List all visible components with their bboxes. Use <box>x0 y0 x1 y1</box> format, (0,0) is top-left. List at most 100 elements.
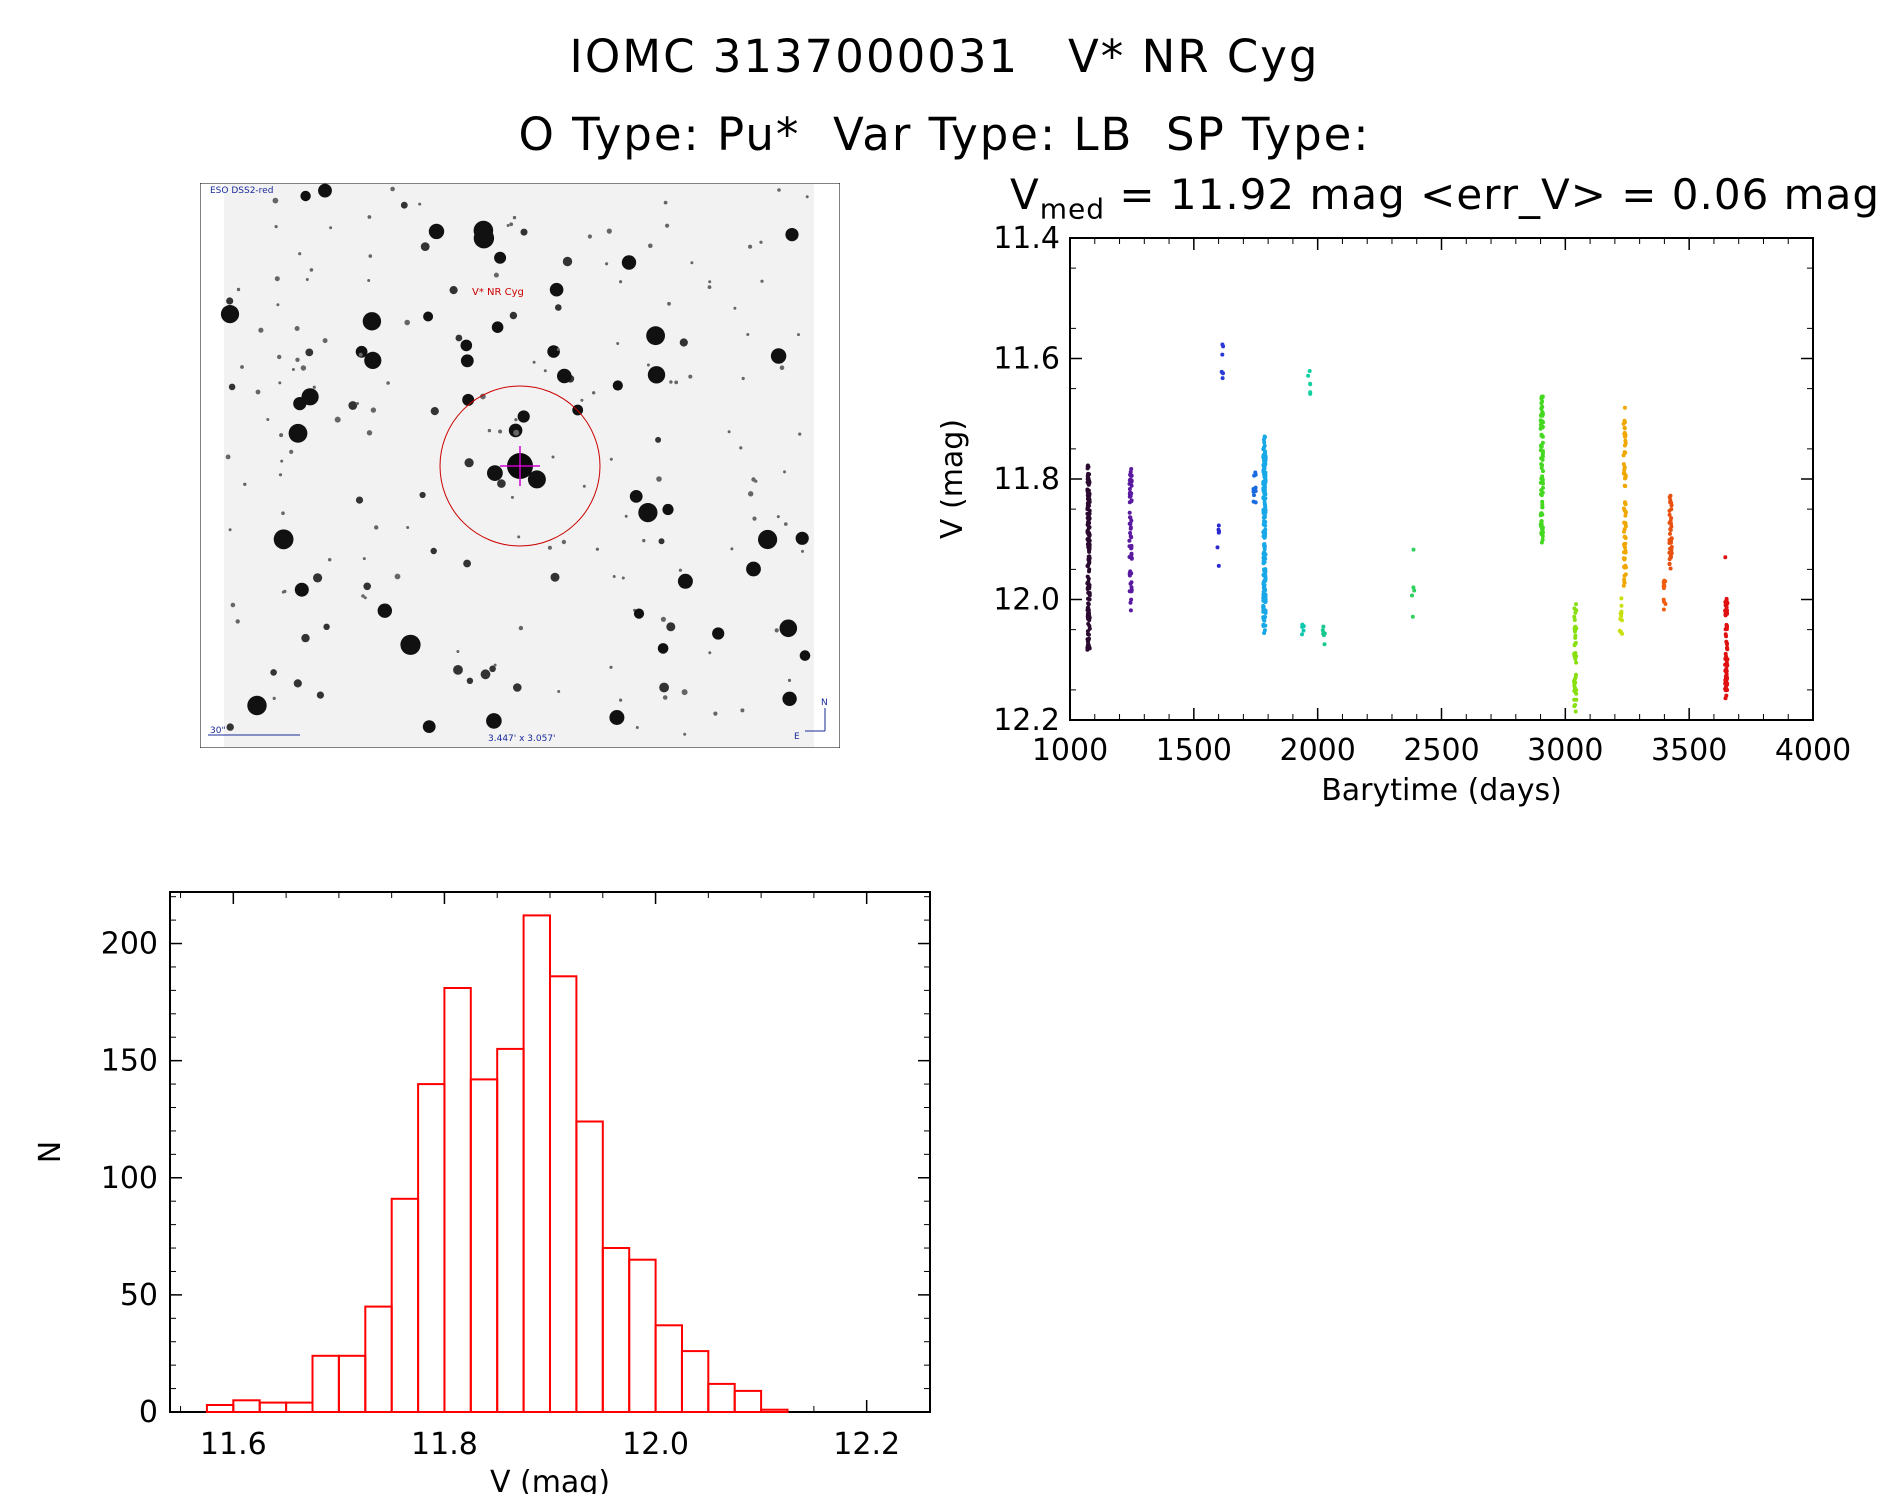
star <box>662 503 674 516</box>
star <box>784 522 788 526</box>
histogram-panel: 11.6 11.8 12.0 12.2 0 50 100 150 200 V (mag) N <box>30 870 950 1498</box>
light-curve-point <box>1128 525 1133 530</box>
light-curve-point <box>1573 709 1578 714</box>
star <box>293 679 302 688</box>
star <box>460 354 474 368</box>
star <box>642 538 646 543</box>
light-curve-point <box>1539 519 1544 524</box>
star <box>659 682 669 693</box>
light-curve-point <box>1667 512 1672 517</box>
light-curve-point <box>1128 608 1133 613</box>
light-curve-point <box>1220 376 1225 381</box>
light-curve-point <box>1539 466 1544 470</box>
light-curve-point <box>1085 632 1090 637</box>
star <box>266 418 270 421</box>
light-curve-point <box>1724 598 1729 603</box>
star <box>669 380 673 384</box>
light-curve-point <box>1725 675 1730 680</box>
light-curve-point <box>1667 508 1672 513</box>
light-curve-point <box>1412 588 1417 593</box>
stats-v: V <box>1010 170 1040 219</box>
star <box>489 665 496 673</box>
light-curve-point <box>1085 574 1090 579</box>
star <box>358 352 363 357</box>
star <box>506 224 510 227</box>
x-tick-label: 4000 <box>1775 733 1851 768</box>
star <box>240 365 244 369</box>
star <box>621 255 637 270</box>
light-curve-point <box>1261 486 1266 491</box>
light-curve-point <box>1621 506 1626 511</box>
star <box>799 650 811 661</box>
light-curve-point <box>1540 434 1545 439</box>
sky-image: ESO DSS2-red V* NR Cyg 30" 3.447' x 3.05… <box>199 182 841 749</box>
scale-label: 30" <box>210 726 226 736</box>
star <box>312 385 316 389</box>
star <box>334 416 341 423</box>
light-curve-point <box>1621 556 1626 561</box>
star <box>449 286 458 295</box>
light-curve-point <box>1572 606 1577 611</box>
star <box>462 393 475 406</box>
light-curve-point <box>1129 467 1134 471</box>
star <box>328 558 332 562</box>
star <box>660 616 666 622</box>
star <box>300 190 311 202</box>
star <box>647 366 666 384</box>
star <box>663 200 668 205</box>
star <box>228 383 236 391</box>
histogram-y-label: N <box>33 1141 68 1163</box>
star <box>480 393 486 400</box>
star <box>543 369 547 373</box>
light-curve-point <box>1128 600 1133 605</box>
light-curve-point <box>1263 569 1268 574</box>
light-curve-point <box>1220 352 1225 357</box>
star <box>294 326 300 331</box>
light-curve-point <box>1308 390 1313 395</box>
star <box>355 496 364 504</box>
light-curve-point <box>1263 523 1268 528</box>
light-curve-point <box>1263 527 1268 532</box>
light-curve-point <box>1622 550 1626 555</box>
light-curve-point <box>1252 493 1256 498</box>
light-curve-point <box>1262 586 1267 591</box>
x-tick-label: 12.2 <box>833 1427 900 1462</box>
light-curve-point <box>1622 431 1627 436</box>
star <box>220 305 240 324</box>
light-curve-point <box>1724 654 1729 659</box>
light-curve-point <box>1262 474 1267 479</box>
light-curve-point <box>1724 688 1729 693</box>
light-curve-point <box>1540 425 1545 430</box>
object-type-line: O Type: Pu* Var Type: LB SP Type: <box>518 108 1371 161</box>
light-curve-point <box>1262 631 1267 635</box>
star <box>557 690 561 693</box>
light-curve-point <box>1085 607 1090 612</box>
star <box>774 628 779 633</box>
histogram-bar <box>417 1083 446 1413</box>
light-curve-point <box>1087 624 1092 628</box>
light-curve-point <box>1263 597 1268 602</box>
light-curve-point <box>1667 541 1672 545</box>
star <box>805 195 809 199</box>
light-curve-point <box>1669 551 1674 556</box>
star <box>759 240 763 244</box>
star <box>509 222 514 227</box>
light-curve-point <box>1300 632 1304 637</box>
light-curve-point <box>1541 469 1545 474</box>
light-curve-point <box>1261 604 1266 609</box>
histogram-bar <box>575 1120 604 1413</box>
star <box>225 454 231 460</box>
star <box>247 695 267 716</box>
light-curve-point <box>1216 523 1221 528</box>
histogram-bar <box>232 1399 261 1413</box>
star <box>276 303 280 307</box>
star <box>580 398 584 402</box>
star <box>677 573 693 589</box>
light-curve-point <box>1623 541 1628 546</box>
star <box>582 484 586 488</box>
star <box>587 234 592 239</box>
star <box>605 262 609 266</box>
star <box>294 582 309 597</box>
light-curve-y-label: V (mag) <box>940 419 970 539</box>
star <box>514 418 518 422</box>
